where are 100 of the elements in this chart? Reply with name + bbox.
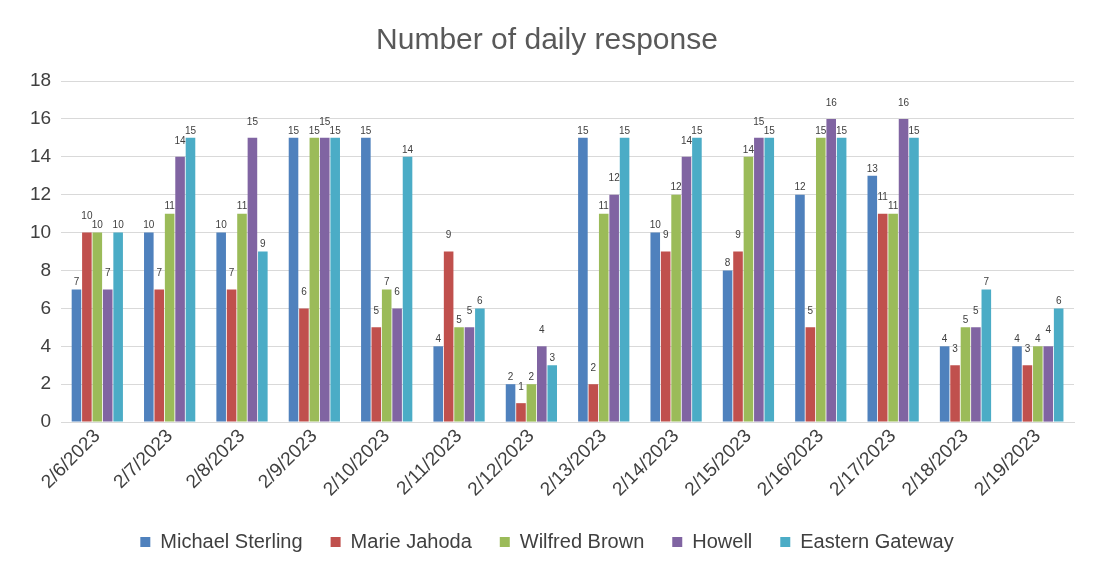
data-label: 15: [815, 124, 827, 136]
y-tick-label: 10: [29, 220, 52, 242]
bar: [175, 156, 185, 422]
bar: [950, 365, 960, 422]
data-label: 16: [897, 96, 910, 108]
bar: [516, 403, 526, 422]
bar: [578, 137, 588, 422]
bar: [1022, 365, 1033, 422]
legend-label: Howell: [692, 529, 753, 552]
bar: [671, 194, 681, 422]
data-label: 9: [662, 229, 669, 241]
bar: [402, 156, 413, 422]
data-label: 5: [456, 314, 463, 326]
bar: [971, 327, 981, 422]
data-label: 15: [763, 124, 776, 136]
data-label: 9: [445, 229, 452, 241]
data-label: 15: [908, 124, 920, 136]
data-label: 4: [1014, 333, 1021, 345]
bar: [898, 118, 909, 422]
data-label: 10: [91, 219, 104, 231]
bar: [443, 251, 454, 422]
data-label: 2: [507, 370, 514, 382]
bar: [71, 289, 82, 422]
data-label: 7: [104, 267, 111, 279]
bar: [526, 384, 537, 422]
bar: [537, 346, 547, 422]
bar: [381, 289, 392, 422]
bar: [805, 327, 816, 422]
y-tick-label: 2: [40, 372, 52, 394]
bar: [877, 213, 888, 422]
data-label: 5: [373, 305, 380, 317]
data-label: 13: [866, 162, 879, 174]
bar: [319, 137, 330, 422]
bar: [815, 137, 826, 422]
y-tick-label: 14: [29, 145, 52, 167]
y-tick-label: 12: [29, 182, 52, 204]
data-label: 4: [539, 324, 546, 336]
bar: [909, 137, 919, 422]
bar: [113, 232, 123, 422]
bar: [226, 289, 237, 422]
data-label: 7: [73, 276, 80, 288]
bar: [754, 137, 764, 422]
bar: [505, 384, 516, 422]
data-label: 7: [228, 267, 235, 279]
data-label: 5: [962, 314, 969, 326]
data-label: 3: [952, 343, 959, 355]
bar: [237, 213, 247, 422]
bar: [681, 156, 692, 422]
bar: [836, 137, 847, 422]
data-label: 4: [941, 333, 948, 345]
bar: [743, 156, 754, 422]
bar: [185, 137, 196, 422]
bar: [82, 232, 92, 422]
data-label: 10: [112, 219, 125, 231]
bar: [144, 232, 154, 422]
legend-label: Eastern Gateway: [800, 529, 954, 552]
data-label: 16: [825, 96, 838, 108]
data-label: 15: [308, 124, 321, 136]
bar: [588, 384, 599, 422]
data-label: 15: [319, 115, 331, 127]
data-label: 15: [836, 124, 848, 136]
y-tick-label: 16: [29, 107, 52, 129]
bar: [309, 137, 320, 422]
bar: [247, 137, 258, 422]
data-label: 12: [608, 172, 621, 184]
bar: [660, 251, 671, 422]
bar: [867, 175, 878, 422]
bar: [960, 327, 971, 422]
data-label: 15: [360, 124, 372, 136]
bar: [722, 270, 733, 422]
bar: [371, 327, 382, 422]
bar: [888, 213, 898, 422]
y-tick-label: 6: [40, 296, 52, 318]
bar: [1033, 346, 1043, 422]
legend-label: Wilfred Brown: [519, 529, 645, 552]
bar: [154, 289, 165, 422]
bar: [1043, 346, 1054, 422]
data-label: 6: [477, 295, 484, 307]
chart-title: Number of daily response: [376, 22, 718, 56]
data-label: 15: [184, 124, 197, 136]
data-label: 11: [598, 200, 610, 212]
bar: [216, 232, 226, 422]
data-label: 5: [807, 305, 814, 317]
data-label: 10: [649, 219, 662, 231]
data-label: 8: [724, 257, 731, 269]
bar: [692, 137, 702, 422]
data-label: 12: [670, 181, 683, 193]
data-label: 9: [260, 238, 267, 250]
bar: [764, 137, 775, 422]
bar: [92, 232, 103, 422]
bar: [433, 346, 443, 422]
bar: [258, 251, 268, 422]
data-label: 15: [691, 124, 703, 136]
data-label: 5: [973, 305, 980, 317]
data-label: 11: [877, 191, 889, 203]
bar: [981, 289, 992, 422]
y-tick-label: 18: [29, 69, 52, 91]
bar: [475, 308, 485, 422]
bar: [1012, 346, 1022, 422]
bar: [939, 346, 950, 422]
